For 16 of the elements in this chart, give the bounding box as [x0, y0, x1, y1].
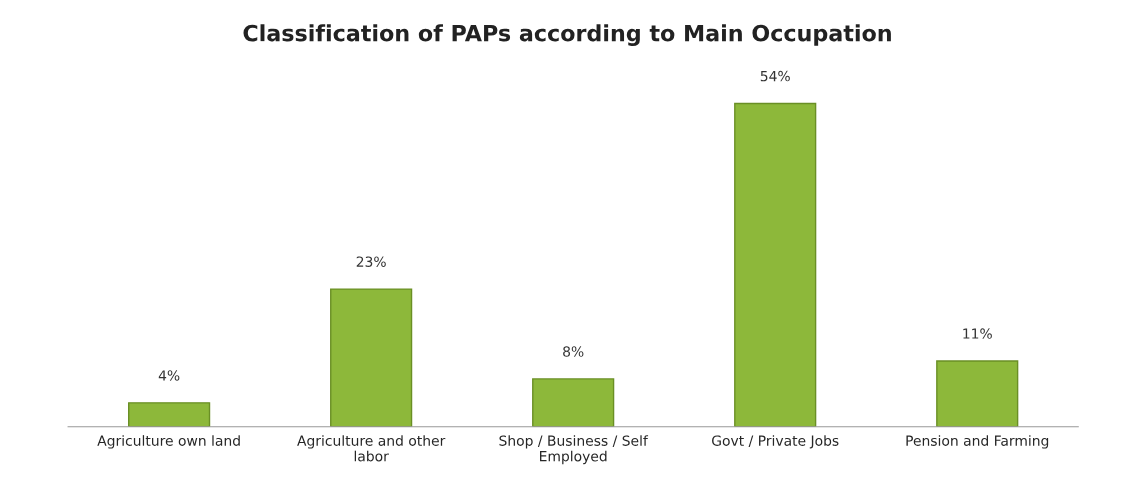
x-tick-label: Shop / Business / Self Employed — [499, 435, 649, 465]
data-label: 11% — [963, 328, 992, 339]
data-label: 54% — [760, 70, 790, 82]
bar — [936, 360, 1019, 427]
bar — [532, 378, 615, 427]
x-tick-label: Pension and Farming — [906, 435, 1049, 449]
data-label: 23% — [356, 256, 386, 267]
bar — [330, 288, 413, 427]
data-label: 8% — [563, 346, 584, 357]
bar — [128, 402, 211, 427]
x-tick-label: Agriculture and other labor — [297, 435, 446, 462]
x-tick-label: Govt / Private Jobs — [712, 435, 839, 449]
data-label: 4% — [158, 370, 180, 381]
chart-title: Classification of PAPs according to Main Occupation — [243, 24, 891, 46]
bar — [734, 102, 817, 427]
x-tick-label: Agriculture own land — [97, 435, 240, 449]
